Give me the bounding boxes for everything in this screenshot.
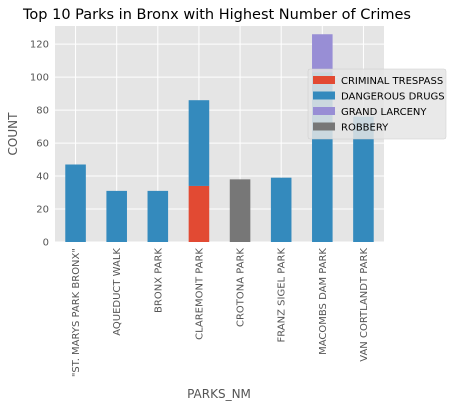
y-axis-label: COUNT xyxy=(6,112,20,156)
legend: CRIMINAL TRESPASS DANGEROUS DRUGS GRAND LA… xyxy=(307,68,447,140)
bar xyxy=(147,190,169,242)
bar xyxy=(65,164,86,242)
bar xyxy=(353,116,374,242)
x-tick-label: VAN CORTLANDT PARK xyxy=(359,248,370,362)
y-tick-label: 80 xyxy=(36,106,49,117)
y-tick-label: 20 xyxy=(36,205,49,216)
bar xyxy=(270,177,292,242)
bar xyxy=(188,100,210,186)
bar xyxy=(229,179,251,242)
y-tick-label: 120 xyxy=(30,40,49,51)
legend-label: CRIMINAL TRESPASS xyxy=(341,76,443,87)
x-axis-ticks: "ST. MARYS PARK BRONX" AQUEDUCT WALK BRONX… xyxy=(71,248,370,378)
legend-box xyxy=(307,68,447,140)
chart-title: Top 10 Parks in Bronx with Highest Numbe… xyxy=(22,7,411,23)
legend-swatch xyxy=(313,91,335,100)
bar xyxy=(106,190,127,242)
x-tick-label: "ST. MARYS PARK BRONX" xyxy=(71,248,82,377)
bar xyxy=(188,185,210,242)
y-tick-label: 40 xyxy=(36,172,49,183)
bar xyxy=(312,34,333,73)
x-tick-label: CLAREMONT PARK xyxy=(194,248,205,340)
y-tick-label: 100 xyxy=(30,73,49,84)
legend-swatch xyxy=(313,107,335,115)
y-tick-label: 0 xyxy=(43,238,49,249)
x-tick-label: FRANZ SIGEL PARK xyxy=(277,248,288,343)
legend-swatch xyxy=(313,122,335,131)
legend-label: DANGEROUS DRUGS xyxy=(341,92,445,103)
legend-swatch xyxy=(313,76,335,84)
x-tick-label: MACOMBS DAM PARK xyxy=(318,248,329,355)
x-tick-label: AQUEDUCT WALK xyxy=(112,248,123,336)
x-tick-label: CROTONA PARK xyxy=(236,248,247,327)
x-axis-label: PARKS_NM xyxy=(187,387,251,401)
legend-label: ROBBERY xyxy=(341,123,389,134)
y-axis-ticks: 0 20 40 60 80 100 120 xyxy=(30,40,49,249)
legend-label: GRAND LARCENY xyxy=(341,107,427,118)
x-tick-label: BRONX PARK xyxy=(153,248,164,313)
y-tick-label: 60 xyxy=(36,139,49,150)
